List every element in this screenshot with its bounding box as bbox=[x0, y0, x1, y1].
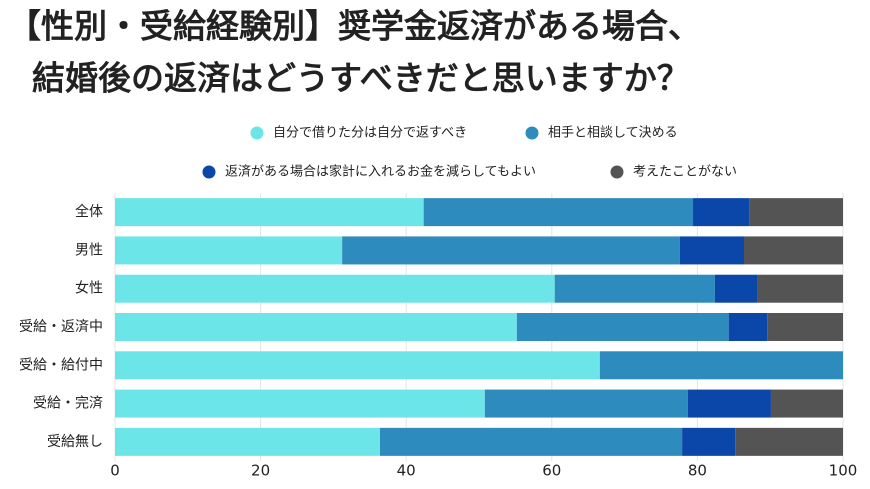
bar-segment bbox=[682, 427, 736, 456]
legend-marker bbox=[525, 126, 539, 140]
x-tick-label: 60 bbox=[542, 462, 561, 480]
bar-segment bbox=[679, 236, 744, 265]
legend-marker bbox=[202, 165, 216, 179]
bar-segment bbox=[115, 389, 485, 418]
bar-segment bbox=[379, 427, 683, 456]
bar-segment bbox=[342, 236, 680, 265]
bar-segment bbox=[743, 236, 843, 265]
legend-label: 自分で借りた分は自分で返すべき bbox=[273, 126, 467, 141]
x-tick-label: 40 bbox=[397, 462, 416, 480]
bar-segment bbox=[757, 274, 843, 303]
y-tick-label: 女性 bbox=[75, 280, 103, 297]
legend-marker bbox=[610, 165, 624, 179]
bar-segment bbox=[115, 351, 600, 380]
bar-segment bbox=[767, 313, 843, 341]
x-tick-label: 0 bbox=[110, 462, 120, 480]
bar-segment bbox=[693, 198, 750, 227]
bar-segment bbox=[770, 389, 843, 418]
bar-segment bbox=[115, 427, 380, 456]
bar-segment bbox=[599, 351, 843, 380]
bar-segment bbox=[687, 389, 771, 418]
bar-segment bbox=[516, 313, 729, 341]
y-tick-label: 全体 bbox=[75, 203, 103, 220]
bar-segment bbox=[735, 427, 843, 456]
bar-segment bbox=[115, 236, 343, 265]
bar-segment bbox=[115, 313, 517, 341]
legend-label: 考えたことがない bbox=[633, 165, 737, 180]
bar-segment bbox=[554, 274, 715, 303]
legend-marker bbox=[250, 126, 264, 140]
y-tick-label: 受給無し bbox=[47, 434, 103, 450]
bar-segment bbox=[484, 389, 688, 418]
y-tick-label: 男性 bbox=[75, 242, 103, 258]
legend-label: 返済がある場合は家計に入れるお金を減らしてもよい bbox=[225, 164, 536, 180]
y-tick-label: 受給・給付中 bbox=[19, 357, 103, 373]
y-tick-label: 受給・完済 bbox=[33, 396, 103, 412]
bar-segment bbox=[115, 274, 555, 303]
legend-label: 相手と相談して決める bbox=[548, 125, 678, 141]
x-tick-label: 20 bbox=[251, 462, 270, 480]
x-tick-label: 80 bbox=[688, 462, 707, 480]
x-tick-label: 100 bbox=[829, 462, 858, 480]
bar-segment bbox=[423, 198, 694, 227]
bar-segment bbox=[714, 274, 758, 303]
chart-title: 結婚後の返済はどうすべきだと思いますか？ bbox=[32, 59, 690, 98]
chart-title: 【性別・受給経験別】奨学金返済がある場合、 bbox=[8, 7, 701, 46]
bar-segment bbox=[115, 198, 424, 227]
bar-segment bbox=[728, 313, 768, 341]
y-tick-label: 受給・返済中 bbox=[19, 319, 103, 335]
bar-segment bbox=[749, 198, 843, 227]
